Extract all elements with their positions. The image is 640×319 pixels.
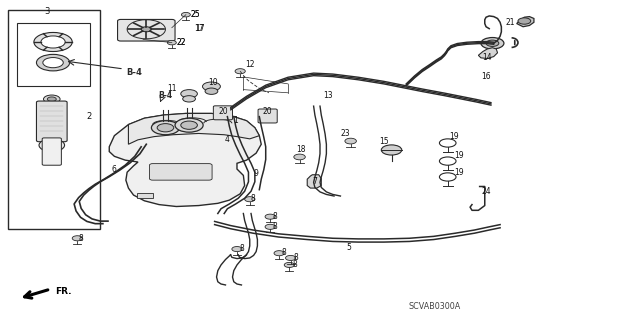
Circle shape — [47, 97, 56, 101]
Text: 8: 8 — [292, 260, 297, 269]
Text: 9: 9 — [253, 169, 259, 178]
Circle shape — [381, 145, 402, 155]
Text: 8: 8 — [282, 248, 287, 257]
Text: 8: 8 — [251, 194, 255, 203]
Circle shape — [181, 12, 190, 17]
Text: 2: 2 — [86, 112, 92, 121]
Circle shape — [294, 154, 305, 160]
Text: 19: 19 — [454, 151, 464, 160]
Circle shape — [36, 54, 70, 71]
Text: 10: 10 — [208, 78, 218, 87]
Polygon shape — [516, 17, 534, 27]
Text: FR.: FR. — [55, 287, 72, 296]
Bar — [138, 193, 154, 198]
Circle shape — [265, 214, 275, 219]
Circle shape — [265, 224, 275, 229]
Text: 17: 17 — [195, 24, 205, 33]
Circle shape — [235, 69, 245, 74]
Polygon shape — [129, 114, 259, 144]
Circle shape — [285, 256, 296, 261]
Text: B-4: B-4 — [126, 68, 141, 77]
Text: 20: 20 — [263, 107, 273, 116]
Polygon shape — [307, 175, 321, 188]
Circle shape — [39, 139, 65, 152]
Circle shape — [284, 263, 294, 268]
Text: 7: 7 — [312, 177, 317, 186]
Circle shape — [34, 33, 72, 51]
Circle shape — [41, 36, 65, 48]
FancyBboxPatch shape — [118, 19, 175, 41]
Text: 4: 4 — [225, 135, 230, 144]
Text: 20: 20 — [218, 107, 228, 116]
Text: 25: 25 — [191, 10, 200, 19]
Circle shape — [486, 40, 499, 47]
Text: 8: 8 — [240, 244, 244, 253]
Text: 8: 8 — [78, 234, 83, 243]
Text: 15: 15 — [379, 137, 388, 145]
Text: 6: 6 — [112, 165, 117, 174]
Text: 21: 21 — [506, 18, 515, 27]
Circle shape — [244, 197, 255, 202]
Circle shape — [175, 118, 203, 132]
Circle shape — [518, 18, 531, 24]
Text: 19: 19 — [449, 132, 459, 141]
Circle shape — [44, 95, 60, 103]
Circle shape — [345, 138, 356, 144]
FancyBboxPatch shape — [258, 109, 277, 123]
Circle shape — [232, 247, 242, 252]
Text: 8: 8 — [273, 211, 278, 220]
FancyBboxPatch shape — [213, 106, 232, 120]
FancyBboxPatch shape — [42, 138, 61, 165]
Text: 11: 11 — [167, 85, 177, 93]
Circle shape — [157, 123, 173, 132]
Text: 8: 8 — [273, 222, 278, 231]
Polygon shape — [109, 114, 261, 206]
Text: 18: 18 — [296, 145, 305, 154]
Text: 22: 22 — [176, 38, 186, 47]
Text: SCVAB0300A: SCVAB0300A — [409, 302, 461, 311]
Text: 24: 24 — [481, 187, 491, 197]
Circle shape — [72, 236, 83, 241]
Circle shape — [274, 251, 284, 256]
Text: 13: 13 — [323, 91, 332, 100]
Circle shape — [152, 121, 179, 135]
Text: 14: 14 — [483, 53, 492, 62]
Text: 19: 19 — [454, 168, 464, 177]
Text: 3: 3 — [45, 7, 50, 16]
Text: 23: 23 — [340, 129, 350, 138]
Text: 16: 16 — [481, 72, 491, 81]
Text: 17: 17 — [194, 24, 204, 33]
Text: 12: 12 — [245, 60, 255, 69]
Bar — [8, 10, 100, 229]
FancyBboxPatch shape — [36, 101, 67, 142]
Circle shape — [141, 27, 152, 32]
Text: 1: 1 — [234, 116, 238, 125]
Polygon shape — [478, 48, 497, 58]
Circle shape — [202, 82, 220, 91]
Circle shape — [205, 88, 218, 94]
Bar — [17, 23, 90, 86]
Circle shape — [168, 41, 176, 45]
Text: 25: 25 — [191, 10, 200, 19]
Text: 8: 8 — [293, 253, 298, 262]
Circle shape — [481, 38, 504, 49]
Circle shape — [182, 96, 195, 102]
Circle shape — [43, 57, 63, 68]
Text: 5: 5 — [346, 243, 351, 252]
Circle shape — [180, 121, 197, 129]
Text: B-4: B-4 — [158, 92, 173, 100]
FancyBboxPatch shape — [150, 164, 212, 180]
Circle shape — [180, 90, 197, 98]
Text: 22: 22 — [176, 38, 186, 47]
